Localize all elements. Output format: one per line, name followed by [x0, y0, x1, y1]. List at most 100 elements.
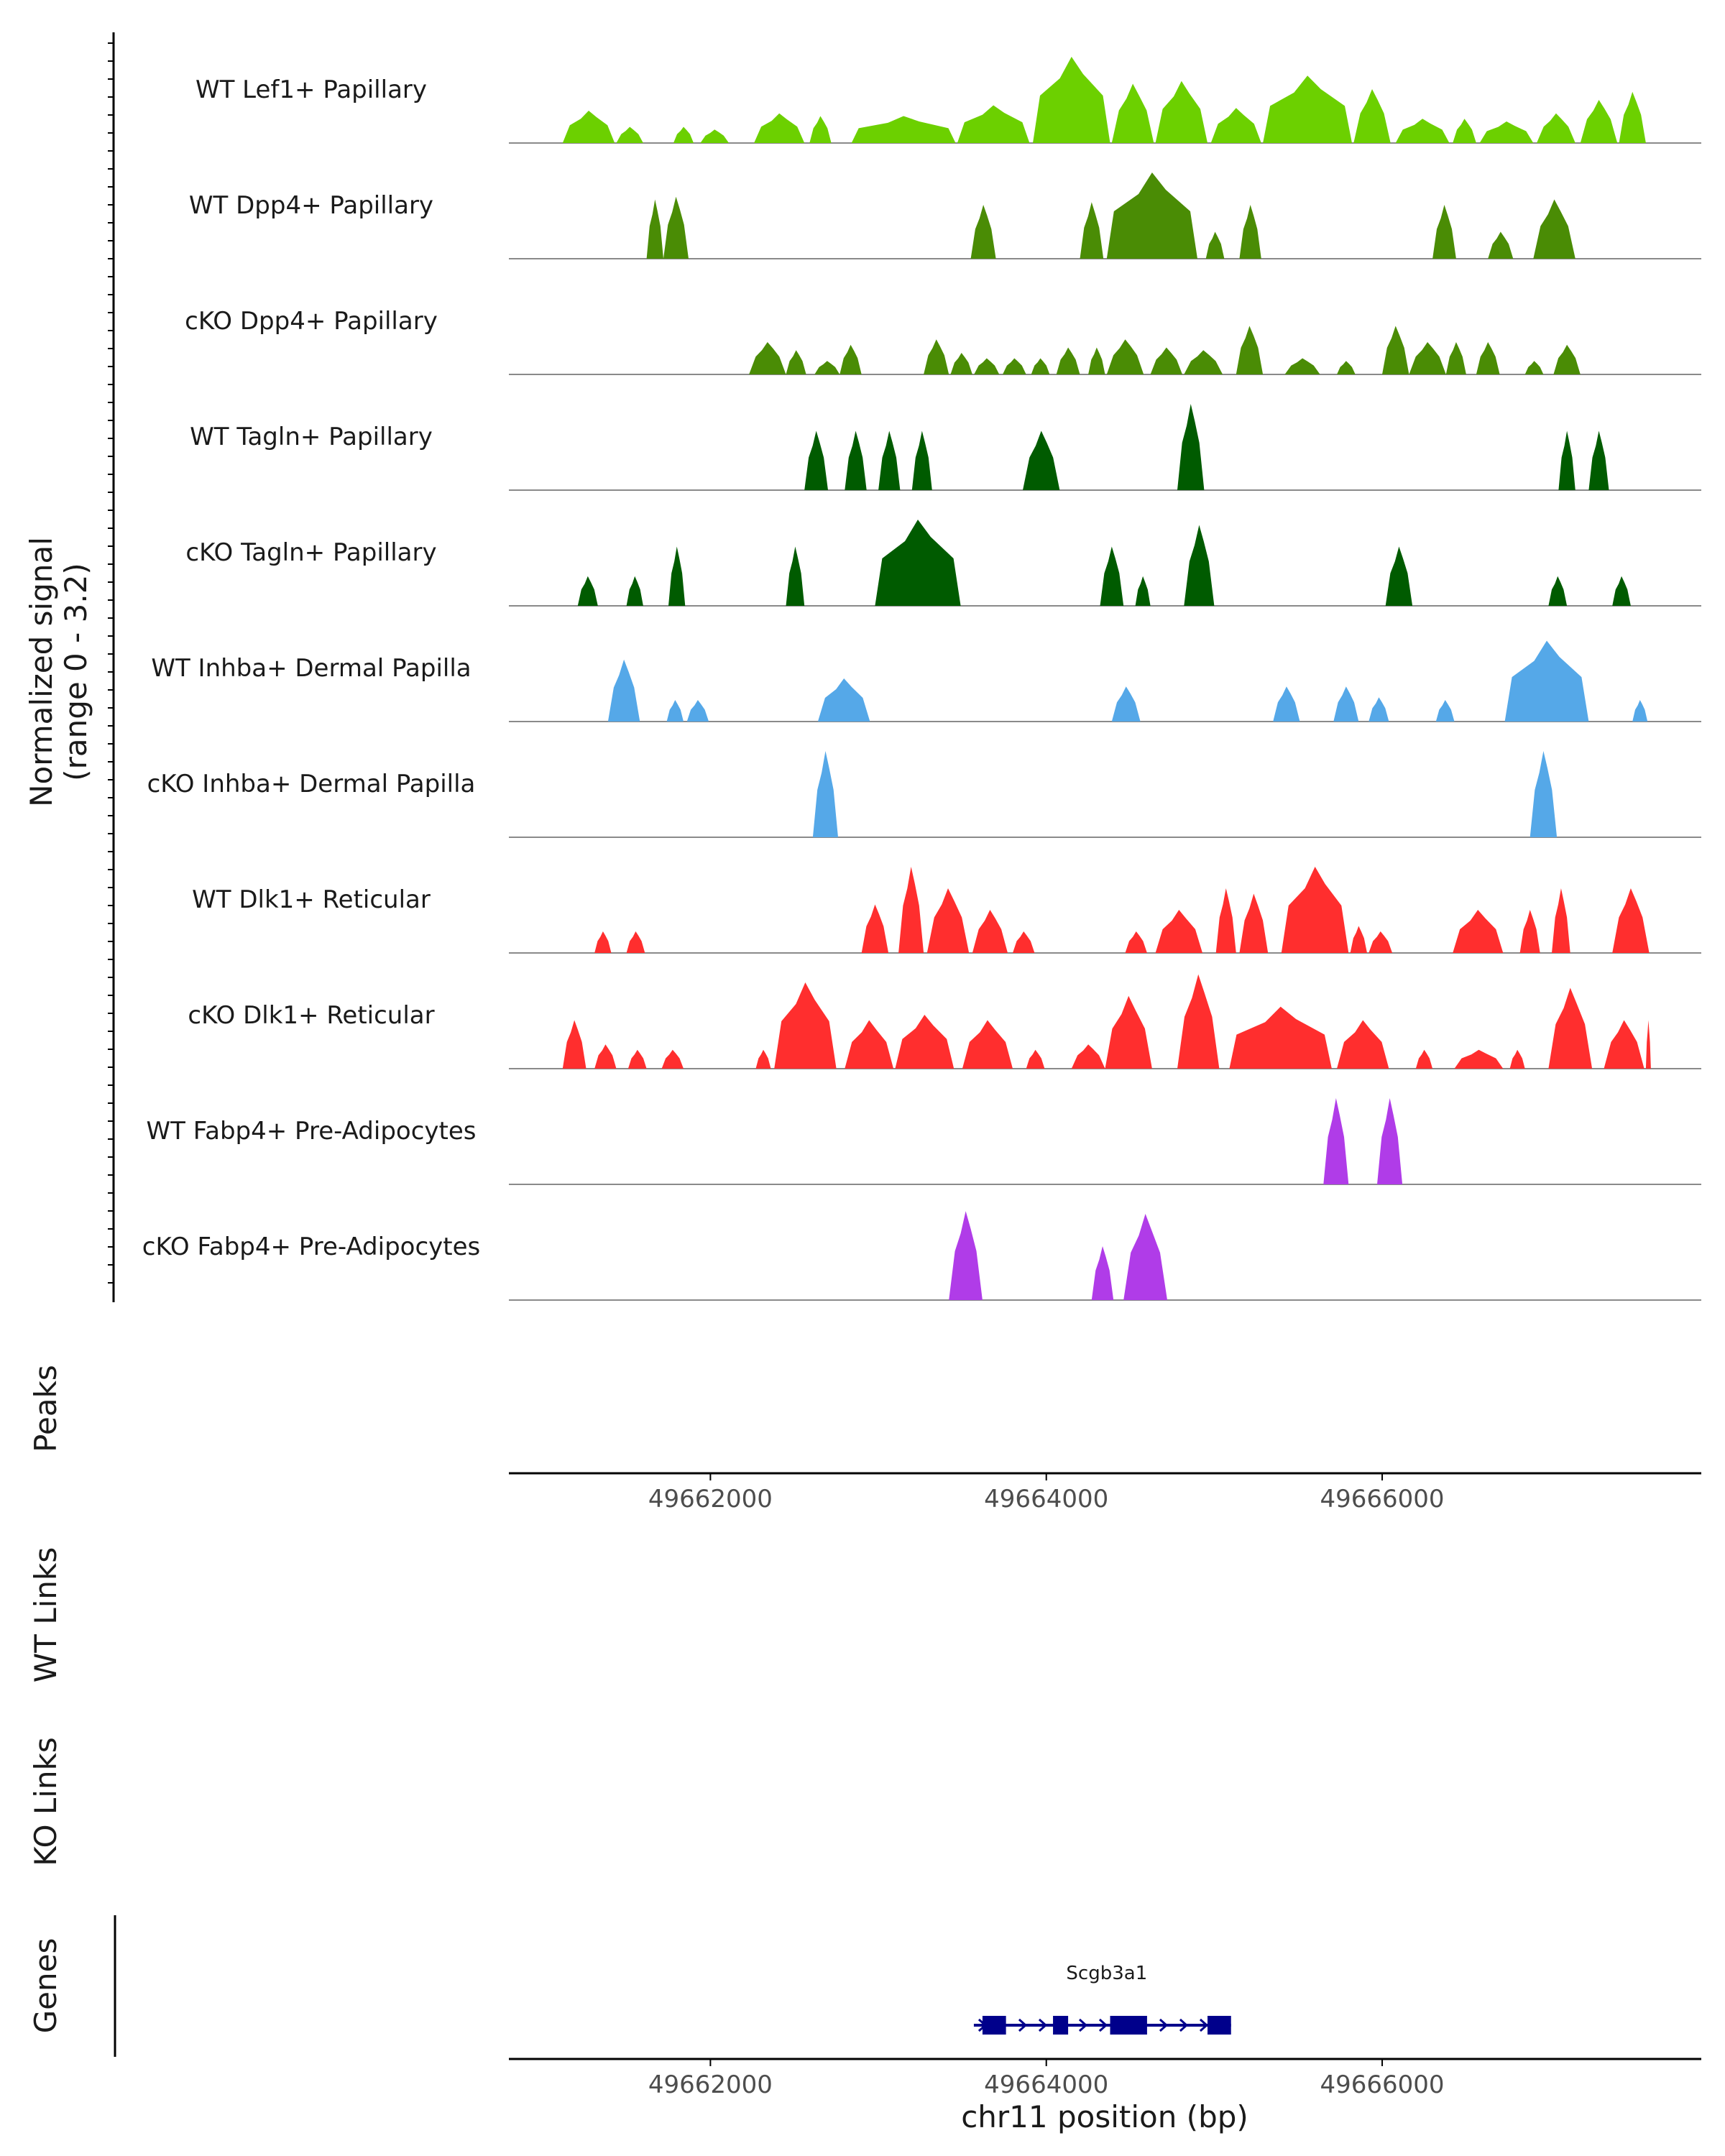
gene-exon — [982, 2016, 1006, 2035]
track-label: WT Inhba+ Dermal Papilla — [151, 654, 471, 683]
coverage-peak — [1435, 700, 1455, 722]
strand-arrow — [1078, 2018, 1088, 2032]
track-label: WT Tagln+ Papillary — [190, 423, 433, 451]
coverage-peak — [1479, 121, 1534, 143]
coverage-peak — [1453, 119, 1476, 143]
coverage-peak — [1588, 430, 1609, 490]
coverage-peak — [1382, 326, 1409, 374]
gene-track: Scgb3a1 — [973, 1963, 1231, 2035]
coverage-peak — [1409, 342, 1446, 374]
gene-exon — [1053, 2016, 1069, 2035]
coverage-peak — [817, 678, 870, 722]
coverage-peak — [1476, 342, 1500, 374]
coverage-peak — [1612, 576, 1631, 606]
panel-title-wt-links: WT Links — [28, 1547, 63, 1682]
coverage-peak — [845, 1020, 894, 1069]
coverage-peak — [1177, 974, 1220, 1069]
coverage-peak — [1333, 686, 1359, 722]
coverage-peak — [1519, 910, 1540, 953]
coverage-peak — [1071, 1044, 1105, 1069]
coverage-peak — [673, 126, 694, 143]
x-tick-label: 49666000 — [1320, 1485, 1445, 1514]
coverage-peak — [627, 1049, 647, 1069]
coverage-peak — [1088, 347, 1105, 374]
coverage-peak — [1558, 430, 1576, 490]
coverage-peak — [686, 700, 709, 722]
coverage-peak — [1524, 361, 1544, 374]
panel-title-genes: Genes — [28, 1938, 63, 2034]
coverage-peak — [1395, 119, 1450, 143]
coverage-peak — [851, 116, 956, 143]
coverage-peak — [1553, 344, 1581, 374]
coverage-peak — [1619, 91, 1646, 143]
coverage-peak — [774, 982, 837, 1069]
strand-arrow — [1159, 2018, 1169, 2032]
strand-arrow — [1038, 2018, 1048, 2032]
coverage-peak — [812, 751, 838, 837]
coverage-peak — [1177, 404, 1205, 490]
coverage-peak — [663, 196, 689, 259]
coverage-peak — [749, 342, 786, 374]
coverage-peak — [1263, 75, 1352, 143]
x-tick-label: 49664000 — [984, 2070, 1108, 2099]
coverage-peak — [1385, 546, 1413, 606]
coverage-peak — [845, 430, 867, 490]
y-axis-subtitle: (range 0 - 3.2) — [58, 563, 93, 781]
coverage-peak — [1368, 931, 1393, 953]
coverage-peak — [1215, 888, 1236, 953]
coverage-peak — [814, 361, 840, 374]
coverage-peak — [661, 1049, 684, 1069]
coverage-peak — [1236, 326, 1264, 374]
coverage-peak — [1239, 893, 1269, 953]
coverage-peak — [1612, 888, 1650, 953]
coverage-peak — [898, 867, 924, 953]
gene-exon — [1208, 2016, 1231, 2035]
coverage-peak — [1488, 231, 1514, 259]
coverage-peak — [1533, 199, 1576, 259]
coverage-peak — [616, 126, 643, 143]
x-axis-top: 49662000 49664000 49666000 — [648, 1473, 1445, 1514]
strand-arrow — [1179, 2018, 1189, 2032]
coverage-peak — [786, 350, 806, 374]
coverage-peak — [1205, 231, 1225, 259]
coverage-peak — [594, 1044, 617, 1069]
coverage-peak — [1445, 342, 1466, 374]
track-label: cKO Tagln+ Papillary — [185, 538, 436, 567]
track-label: cKO Dlk1+ Reticular — [188, 1001, 434, 1030]
track-label: WT Dpp4+ Papillary — [189, 191, 433, 220]
coverage-peak — [1150, 347, 1182, 374]
coverage-peak — [1033, 57, 1110, 143]
coverage-peak — [607, 659, 640, 722]
coverage-peak — [1155, 80, 1208, 143]
coverage-peak — [949, 1211, 983, 1300]
coverage-peak — [755, 1049, 771, 1069]
coverage-peak — [646, 199, 663, 259]
coverage-peak — [970, 205, 996, 259]
coverage-peak — [1210, 108, 1261, 143]
coverage-peak — [1135, 576, 1151, 606]
coverage-peak — [962, 1020, 1013, 1069]
coverage-peak — [1100, 546, 1124, 606]
coverage-peak — [1111, 83, 1154, 143]
coverage-peak — [1155, 910, 1202, 953]
coverage-peak — [950, 353, 972, 374]
x-axis-bottom: 49662000 49664000 49666000 — [648, 2059, 1445, 2099]
coverage-peak — [1026, 1049, 1045, 1069]
coverage-peak — [1368, 697, 1389, 722]
x-tick-label: 49666000 — [1320, 2070, 1445, 2099]
coverage-peak — [1337, 361, 1356, 374]
coverage-peak — [562, 111, 615, 143]
coverage-peak — [1284, 358, 1320, 374]
coverage-peak — [1080, 202, 1104, 259]
coverage-peak — [1350, 926, 1367, 953]
coverage-peak — [1415, 1049, 1433, 1069]
strand-arrow — [1018, 2018, 1028, 2032]
panel-title-ko-links: KO Links — [28, 1737, 63, 1866]
coverage-peak — [1604, 1020, 1644, 1069]
coverage-peak — [1273, 686, 1300, 722]
coverage-peak — [840, 344, 862, 374]
coverage-peak — [1023, 430, 1060, 490]
x-axis-title: chr11 position (bp) — [961, 2099, 1248, 2134]
coverage-peak — [972, 910, 1008, 953]
